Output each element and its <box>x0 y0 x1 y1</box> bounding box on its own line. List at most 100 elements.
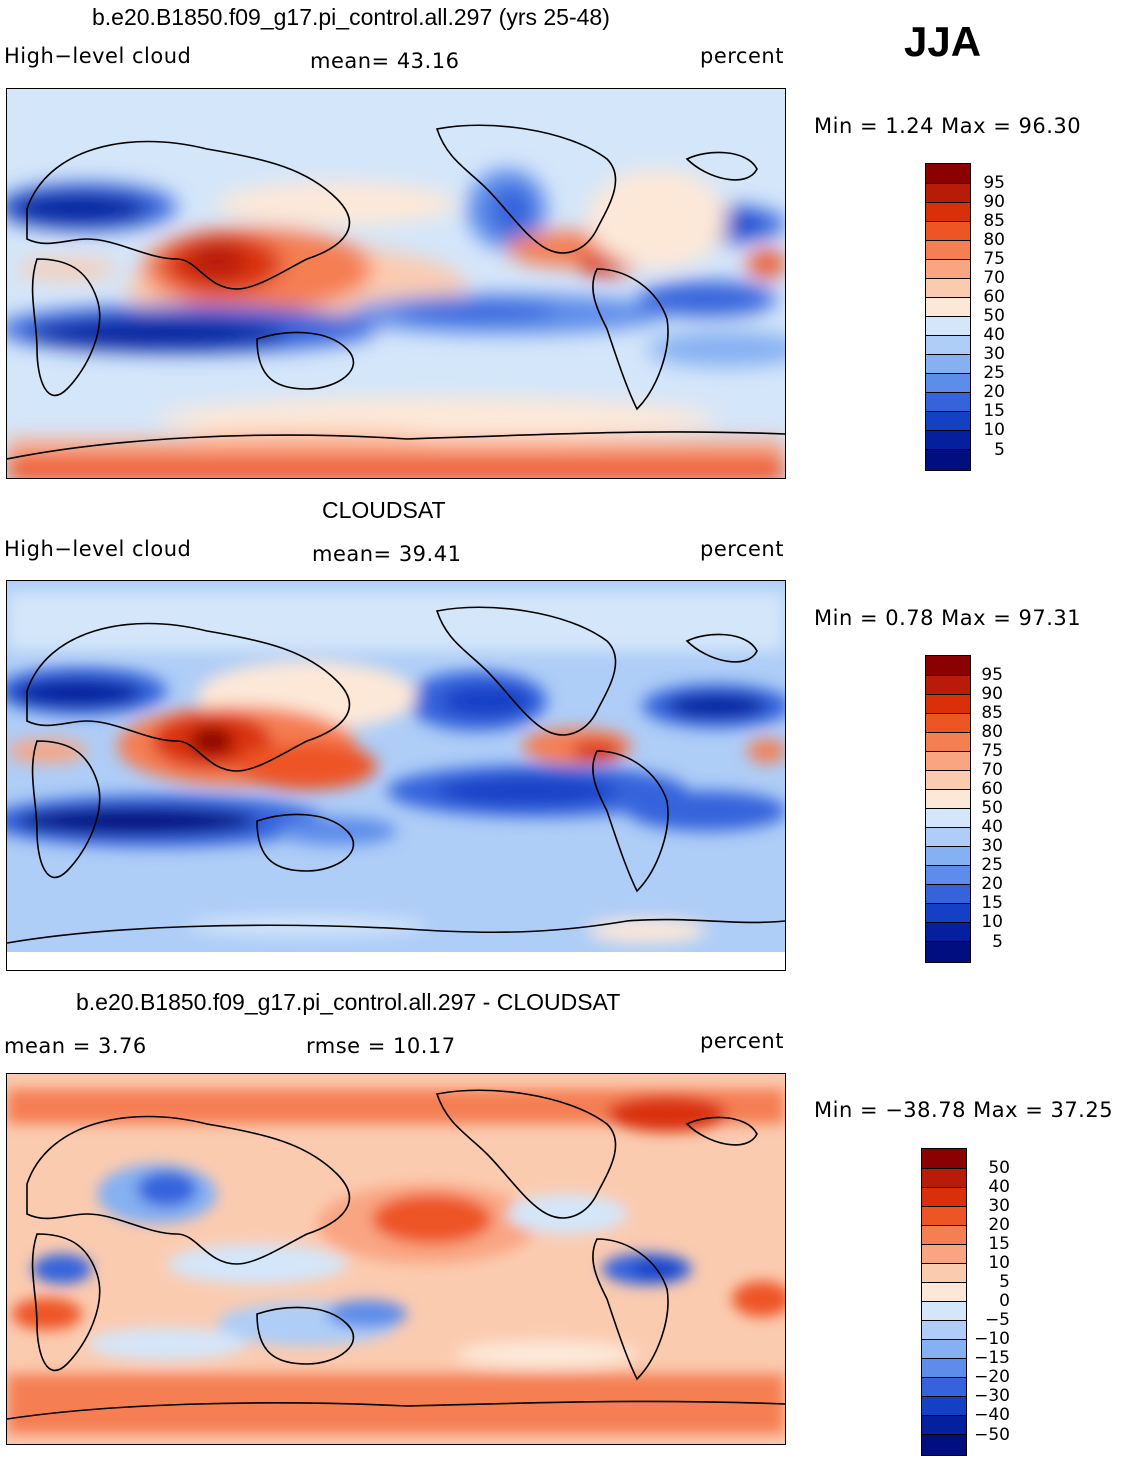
panel1-colorbar-swatch <box>926 430 970 450</box>
panel2-observation-map <box>6 580 786 971</box>
panel2-colorbar-tick: 15 <box>981 893 1003 913</box>
panel2-colorbar-swatch <box>926 846 970 866</box>
panel1-colorbar-swatch <box>926 259 970 279</box>
panel1-colorbar-swatch <box>926 373 970 393</box>
panel2-colorbar-tick: 85 <box>981 703 1003 723</box>
panel3-colorbar <box>921 1148 967 1456</box>
panel3-units-label: percent <box>700 1029 784 1053</box>
panel2-colorbar-swatch <box>926 675 970 695</box>
panel1-colorbar-swatch <box>926 164 970 184</box>
panel2-colorbar-swatch <box>926 732 970 752</box>
panel3-colorbar-tick: 5 <box>999 1272 1010 1292</box>
panel1-colorbar-swatch <box>926 316 970 336</box>
panel3-colorbar-swatch <box>922 1320 966 1340</box>
panel2-colorbar-swatch <box>926 713 970 733</box>
panel2-colorbar-tick: 90 <box>981 684 1003 704</box>
panel3-colorbar-swatch <box>922 1282 966 1302</box>
panel3-colorbar-swatch <box>922 1168 966 1188</box>
panel2-colorbar-tick: 50 <box>981 798 1003 818</box>
panel3-colorbar-tick: −50 <box>974 1425 1010 1445</box>
panel2-colorbar-swatch <box>926 941 970 962</box>
panel1-colorbar-tick: 5 <box>994 440 1005 460</box>
panel3-minmax-label: Min = −38.78 Max = 37.25 <box>814 1098 1114 1122</box>
panel2-units-label: percent <box>700 537 784 561</box>
panel1-colorbar-tick: 30 <box>983 344 1005 364</box>
panel1-minmax-label: Min = 1.24 Max = 96.30 <box>814 114 1082 138</box>
panel3-colorbar-swatch <box>922 1187 966 1207</box>
panel3-title: b.e20.B1850.f09_g17.pi_control.all.297 -… <box>76 989 621 1015</box>
panel3-colorbar-swatch <box>922 1396 966 1416</box>
panel3-colorbar-swatch <box>922 1434 966 1455</box>
panel2-minmax-label: Min = 0.78 Max = 97.31 <box>814 606 1082 630</box>
panel2-colorbar-swatch <box>926 865 970 885</box>
panel2-colorbar-swatch <box>926 656 970 676</box>
panel3-colorbar-swatch <box>922 1377 966 1397</box>
panel3-colorbar-swatch <box>922 1415 966 1435</box>
panel1-colorbar-swatch <box>926 240 970 260</box>
panel1-colorbar-swatch <box>926 278 970 298</box>
panel2-variable-label: High−level cloud <box>4 537 192 561</box>
panel3-colorbar-tick: −15 <box>974 1348 1010 1368</box>
panel3-colorbar-tick: −10 <box>974 1329 1010 1349</box>
panel3-colorbar-swatch <box>922 1244 966 1264</box>
panel3-colorbar-tick: 50 <box>988 1158 1010 1178</box>
panel1-colorbar-tick: 75 <box>983 249 1005 269</box>
panel1-colorbar-tick: 90 <box>983 192 1005 212</box>
panel2-colorbar-tick: 40 <box>981 817 1003 837</box>
panel1-colorbar-tick: 80 <box>983 230 1005 250</box>
panel1-colorbar-tick: 50 <box>983 306 1005 326</box>
panel2-colorbar-tick: 80 <box>981 722 1003 742</box>
panel1-colorbar-tick: 70 <box>983 268 1005 288</box>
season-label: JJA <box>904 18 982 65</box>
panel3-colorbar-tick: 30 <box>988 1196 1010 1216</box>
panel3-difference-map <box>6 1073 786 1445</box>
panel1-units-label: percent <box>700 44 784 68</box>
panel3-colorbar-tick: −40 <box>974 1405 1010 1425</box>
panel3-mean-label: mean = 3.76 <box>4 1034 147 1058</box>
panel1-variable-label: High−level cloud <box>4 44 192 68</box>
panel2-colorbar-swatch <box>926 922 970 942</box>
panel3-colorbar-swatch <box>922 1358 966 1378</box>
panel3-colorbar-tick: 10 <box>988 1253 1010 1273</box>
panel2-colorbar-swatch <box>926 694 970 714</box>
panel1-title: b.e20.B1850.f09_g17.pi_control.all.297 (… <box>92 4 610 30</box>
panel2-colorbar <box>925 655 971 963</box>
panel3-colorbar-swatch <box>922 1339 966 1359</box>
panel2-mean-label: mean= 39.41 <box>312 542 462 566</box>
panel1-colorbar-tick: 25 <box>983 363 1005 383</box>
panel1-colorbar-swatch <box>926 335 970 355</box>
panel1-colorbar-swatch <box>926 297 970 317</box>
panel3-colorbar-swatch <box>922 1301 966 1321</box>
panel2-colorbar-tick: 75 <box>981 741 1003 761</box>
panel1-colorbar-swatch <box>926 202 970 222</box>
panel3-colorbar-swatch <box>922 1149 966 1169</box>
panel1-colorbar-swatch <box>926 449 970 470</box>
panel2-colorbar-swatch <box>926 770 970 790</box>
panel1-colorbar-tick: 85 <box>983 211 1005 231</box>
panel1-colorbar-swatch <box>926 411 970 431</box>
panel2-colorbar-tick: 70 <box>981 760 1003 780</box>
panel2-colorbar-tick: 5 <box>992 932 1003 952</box>
panel3-colorbar-swatch <box>922 1206 966 1226</box>
panel3-colorbar-tick: 20 <box>988 1215 1010 1235</box>
panel1-colorbar <box>925 163 971 471</box>
panel1-colorbar-tick: 95 <box>983 173 1005 193</box>
panel1-colorbar-swatch <box>926 183 970 203</box>
panel3-colorbar-tick: −5 <box>984 1310 1010 1330</box>
panel1-colorbar-swatch <box>926 221 970 241</box>
panel2-colorbar-tick: 25 <box>981 855 1003 875</box>
panel2-colorbar-tick: 20 <box>981 874 1003 894</box>
panel2-colorbar-swatch <box>926 808 970 828</box>
panel2-colorbar-swatch <box>926 751 970 771</box>
panel2-colorbar-tick: 10 <box>981 912 1003 932</box>
panel1-model-map <box>6 88 786 479</box>
panel3-colorbar-tick: −20 <box>974 1367 1010 1387</box>
panel1-colorbar-swatch <box>926 354 970 374</box>
panel2-colorbar-swatch <box>926 827 970 847</box>
panel3-colorbar-tick: 0 <box>999 1291 1010 1311</box>
panel3-rmse-label: rmse = 10.17 <box>306 1034 456 1058</box>
panel2-colorbar-tick: 95 <box>981 665 1003 685</box>
panel1-colorbar-swatch <box>926 392 970 412</box>
panel1-mean-label: mean= 43.16 <box>310 49 460 73</box>
panel3-colorbar-tick: −30 <box>974 1386 1010 1406</box>
